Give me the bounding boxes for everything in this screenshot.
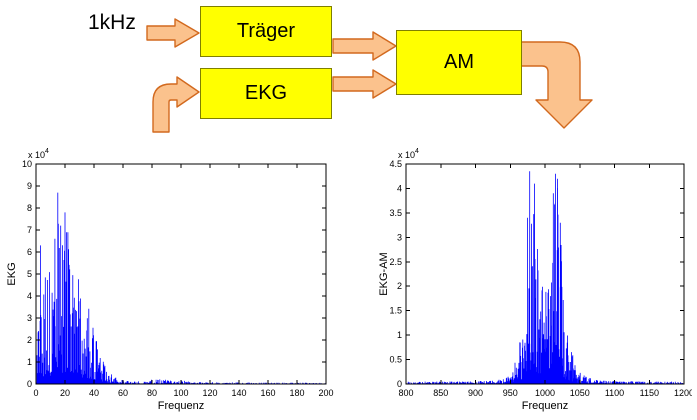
- x-tick-label: 1200: [674, 388, 692, 398]
- spectrum-series: [405, 171, 685, 384]
- x-tick-label: 950: [503, 388, 518, 398]
- y-tick-label: 2: [397, 281, 402, 291]
- y-tick-label: 5: [27, 269, 32, 279]
- diagram-arrows-layer: [146, 18, 593, 133]
- y-scale-base: x 10: [398, 150, 415, 160]
- x-tick-label: 1000: [535, 388, 555, 398]
- arrow-am-output-bent: [519, 41, 593, 129]
- y-tick-label: 0: [27, 379, 32, 389]
- x-tick-label: 100: [173, 388, 188, 398]
- x-tick-label: 800: [398, 388, 413, 398]
- ekg-am-spectrum-chart: 800 850 900 950 1000 1050 1100 1150 1200 0 0.5 1 1.5…: [378, 146, 692, 414]
- block-traeger: Träger: [200, 6, 332, 57]
- x-tick-label: 60: [118, 388, 128, 398]
- x-tick-label: 20: [60, 388, 70, 398]
- y-tick-label: 10: [22, 159, 32, 169]
- x-tick-label: 80: [147, 388, 157, 398]
- y-scale-exponent: 4: [45, 148, 49, 155]
- block-am: AM: [396, 30, 522, 95]
- y-tick-label: 1: [397, 330, 402, 340]
- y-tick-label: 2: [27, 335, 32, 345]
- y-scale-base: x 10: [28, 150, 45, 160]
- ekg-am-spectrum-svg: 800 850 900 950 1000 1050 1100 1150 1200 0 0.5 1 1.5…: [378, 148, 692, 412]
- y-tick-label: 1.5: [389, 306, 402, 316]
- x-tick-label: 1150: [640, 388, 659, 398]
- block-diagram: 1kHz Träger EKG AM: [0, 0, 697, 145]
- x-tick-label: 40: [89, 388, 99, 398]
- y-axis-label: EKG-AM: [378, 252, 390, 295]
- arrow-ekg-to-am: [332, 69, 397, 99]
- y-axis-label: EKG: [6, 262, 18, 285]
- x-axis-label: Frequenz: [158, 400, 204, 412]
- y-tick-label: 3: [397, 232, 402, 242]
- ekg-am-plot-area: 800 850 900 950 1000 1050 1100 1150 1200 0 0.5 1 1.5…: [389, 159, 692, 398]
- x-axis-label: Frequenz: [522, 400, 568, 412]
- y-tick-label: 1: [27, 357, 32, 367]
- x-tick-label: 0: [33, 388, 38, 398]
- x-tick-label: 900: [468, 388, 483, 398]
- y-tick-label: 4.5: [389, 159, 402, 169]
- block-traeger-label: Träger: [236, 20, 296, 42]
- x-tick-label: 1050: [570, 388, 590, 398]
- arrow-ekg-input-bent: [152, 76, 200, 133]
- ekg-plot-area: 0 20 40 60 80 100 120 140 160 180 200 0 1 2 3 4 5 6 7 8 9 10: [22, 159, 334, 398]
- x-tick-label: 120: [202, 388, 217, 398]
- axes-box: [35, 163, 327, 385]
- ekg-spectrum-svg: 0 20 40 60 80 100 120 140 160 180 200012345678910 …: [6, 148, 334, 412]
- x-tick-label: 140: [231, 388, 246, 398]
- y-scale-exponent: 4: [415, 148, 419, 155]
- y-tick-label: 2.5: [389, 257, 402, 267]
- y-tick-label: 0: [397, 379, 402, 389]
- y-scale-label: x 104: [28, 148, 49, 160]
- block-am-label: AM: [444, 51, 474, 73]
- x-tick-label: 200: [318, 388, 333, 398]
- spectrum-series: [35, 192, 327, 384]
- block-ekg: EKG: [200, 68, 332, 119]
- y-scale-label: x 104: [398, 148, 419, 160]
- x-tick-label: 1100: [605, 388, 624, 398]
- ekg-spectrum-chart: 0 20 40 60 80 100 120 140 160 180 200 0 1 2 3 4 5 6 7 8 9 10 …: [4, 146, 334, 414]
- y-tick-label: 4: [27, 291, 32, 301]
- y-tick-label: 7: [27, 225, 32, 235]
- y-tick-label: 6: [27, 247, 32, 257]
- y-tick-label: 3: [27, 313, 32, 323]
- y-tick-label: 9: [27, 181, 32, 191]
- x-tick-label: 160: [260, 388, 275, 398]
- arrow-traeger-to-am: [332, 31, 397, 61]
- block-ekg-label: EKG: [244, 82, 288, 104]
- input-frequency-label: 1kHz: [88, 11, 136, 34]
- y-tick-label: 0.5: [389, 355, 402, 365]
- y-tick-label: 4: [397, 183, 402, 193]
- y-tick-label: 3.5: [389, 208, 402, 218]
- x-tick-label: 850: [433, 388, 448, 398]
- y-tick-label: 8: [27, 203, 32, 213]
- arrow-input-to-traeger: [146, 18, 200, 48]
- x-tick-label: 180: [289, 388, 304, 398]
